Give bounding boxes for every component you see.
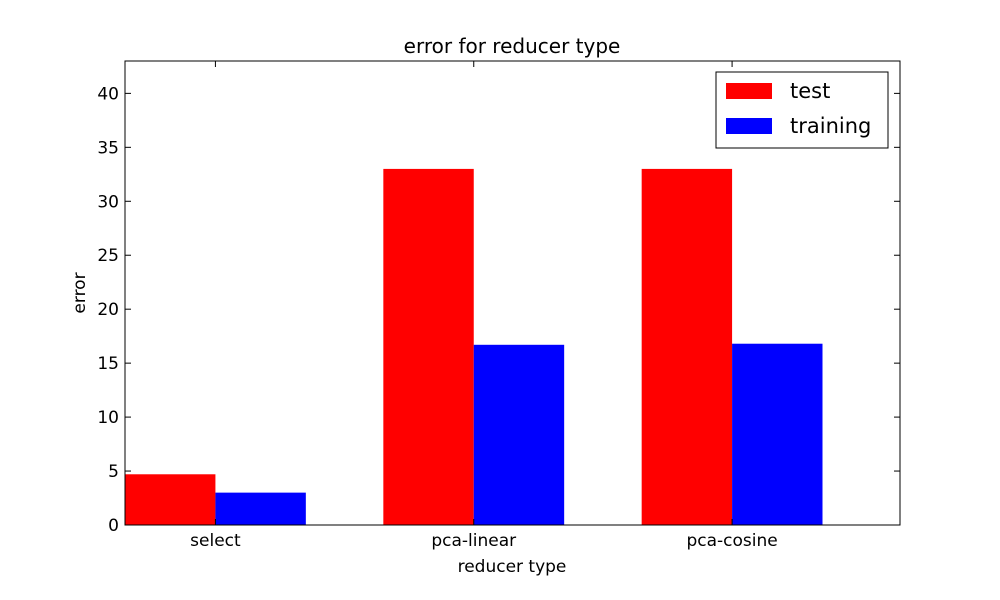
legend-label-test: test	[790, 79, 830, 103]
bar-training-pca-cosine	[732, 343, 823, 525]
legend-swatch-training	[726, 118, 772, 134]
x-tick-label-pca-cosine: pca-cosine	[686, 531, 777, 551]
y-tick-label: 15	[97, 354, 119, 374]
bar-test-select	[125, 474, 216, 525]
bars-group	[125, 168, 823, 525]
chart-title: error for reducer type	[404, 34, 621, 58]
legend-swatch-test	[726, 83, 772, 99]
legend-label-training: training	[790, 114, 871, 138]
bar-test-pca-linear	[383, 168, 474, 525]
bar-training-select	[215, 492, 306, 525]
y-tick-label: 30	[97, 192, 119, 212]
y-axis: 0 5 10 15 20 25 30 35 40	[97, 84, 900, 536]
x-axis-label: reducer type	[458, 557, 567, 577]
y-tick-label: 20	[97, 300, 119, 320]
x-axis: select pca-linear pca-cosine	[190, 61, 778, 551]
x-tick-label-select: select	[190, 531, 241, 551]
y-tick-label: 25	[97, 246, 119, 266]
y-axis-label: error	[70, 272, 90, 313]
y-tick-label: 0	[108, 516, 119, 536]
x-tick-label-pca-linear: pca-linear	[431, 531, 516, 551]
bar-test-pca-cosine	[641, 168, 733, 525]
y-tick-label: 40	[97, 84, 119, 104]
y-tick-label: 10	[97, 408, 119, 428]
bar-training-pca-linear	[473, 344, 565, 525]
y-tick-label: 5	[108, 462, 119, 482]
legend: test training	[715, 71, 889, 149]
plot-frame	[124, 60, 901, 526]
y-tick-label: 35	[97, 138, 119, 158]
